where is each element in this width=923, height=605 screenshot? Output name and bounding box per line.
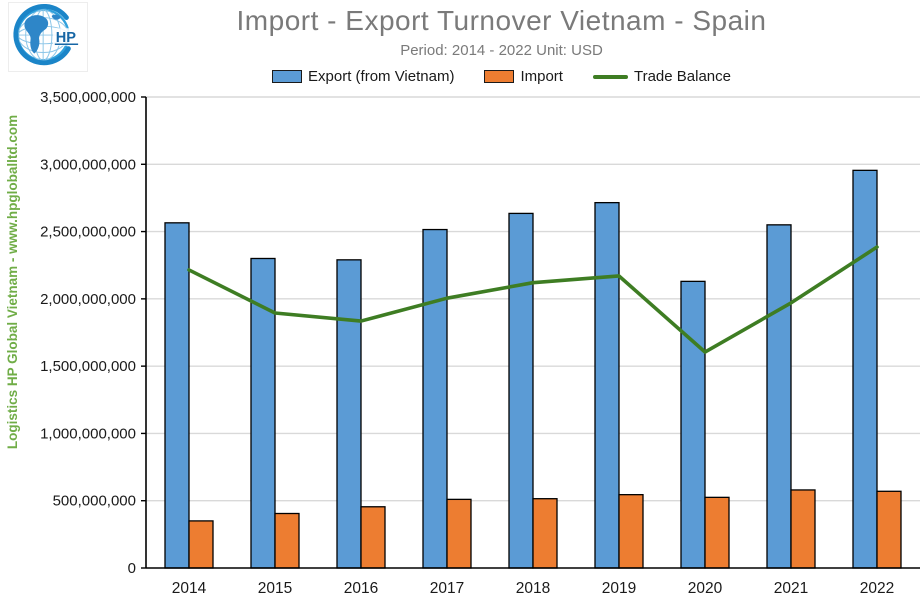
logo-hp-text: HP [56,30,77,46]
bar-export-2016 [336,259,362,569]
chart-title: Import - Export Turnover Vietnam - Spain [236,5,767,36]
bar-export-2017 [422,228,448,569]
legend-item-export: Export (from Vietnam) [272,68,454,85]
y-tick-label: 2,000,000,000 [40,291,136,308]
y-tick-label: 500,000,000 [53,493,136,510]
globe-icon: HP [13,3,81,66]
legend-label-import: Import [520,68,563,85]
bar-export-2015 [250,257,276,569]
legend-item-trade-balance: Trade Balance [592,68,731,85]
bar-export-2019 [594,201,620,569]
bar-import-2021 [790,489,816,569]
y-tick-label: 1,500,000,000 [40,358,136,375]
y-tick-label: 2,500,000,000 [40,224,136,241]
chart-subtitle: Period: 2014 - 2022 Unit: USD [400,42,603,59]
x-axis-label-2015: 2015 [258,580,292,597]
y-tick-label: 3,500,000,000 [40,89,136,106]
legend-item-import: Import [484,68,563,85]
y-tick-label: 0 [128,560,136,577]
import-series-swatch [484,70,515,83]
x-axis-label-2016: 2016 [344,580,378,597]
x-axis-label-2018: 2018 [516,580,550,597]
x-axis-label-2020: 2020 [688,580,723,597]
legend-label-export: Export (from Vietnam) [308,68,455,85]
bar-export-2022 [852,169,878,569]
trade-balance-series-swatch [592,74,628,79]
bar-export-2020 [680,280,706,569]
bar-import-2014 [188,520,214,569]
x-axis-label-2021: 2021 [774,580,808,597]
y-tick-label: 3,000,000,000 [40,156,136,173]
bar-export-2018 [508,212,534,569]
x-axis-label-2017: 2017 [430,580,464,597]
bar-export-2021 [766,224,792,569]
bar-import-2016 [360,506,386,569]
bar-import-2019 [618,494,644,569]
chart-legend: Export (from Vietnam) Import Trade Balan… [80,68,923,85]
legend-label-trade-balance: Trade Balance [633,68,731,85]
x-axis-label-2019: 2019 [602,580,636,597]
x-axis-label-2014: 2014 [172,580,207,597]
export-series-swatch [272,70,303,83]
bar-import-2022 [876,490,902,569]
bar-import-2018 [532,498,558,569]
bar-import-2017 [446,498,472,569]
trade-balance-line [187,245,879,354]
x-axis-label-2022: 2022 [860,580,894,597]
company-logo: HP [8,2,88,72]
bar-export-2014 [164,222,190,569]
bar-import-2020 [704,496,730,569]
y-tick-label: 1,000,000,000 [40,425,136,442]
bar-import-2015 [274,512,300,569]
